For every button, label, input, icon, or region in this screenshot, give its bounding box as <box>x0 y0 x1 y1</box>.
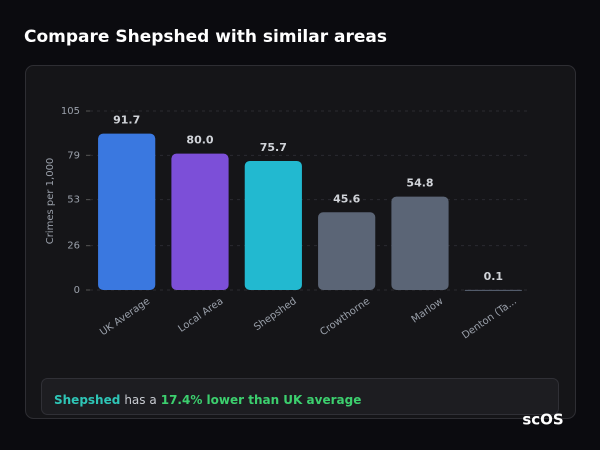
value-label: 91.7 <box>113 114 140 127</box>
value-label: 75.7 <box>260 141 287 154</box>
y-tick-label: 79 <box>67 150 80 161</box>
y-tick-label: 105 <box>61 106 80 117</box>
summary-box <box>41 378 559 415</box>
value-label: 0.1 <box>484 270 504 283</box>
bar <box>318 212 376 290</box>
y-axis-label: Crimes per 1,000 <box>45 158 56 245</box>
summary-highlight: 17.4% lower than UK average <box>161 393 362 407</box>
y-tick-label: 0 <box>74 285 80 296</box>
bar <box>464 289 522 291</box>
bar <box>244 160 302 290</box>
page-title: Compare Shepshed with similar areas <box>24 27 387 47</box>
value-label: 45.6 <box>333 192 360 205</box>
value-label: 80.0 <box>186 134 213 147</box>
value-label: 54.8 <box>406 177 433 190</box>
y-tick-label: 53 <box>67 195 80 206</box>
summary-place: Shepshed <box>54 393 120 407</box>
bar <box>391 196 449 290</box>
summary-text: has a <box>124 393 156 407</box>
y-tick-label: 26 <box>67 241 80 252</box>
summary: Shepshed has a 17.4% lower than UK average <box>54 393 361 407</box>
logo: scOS <box>522 411 563 429</box>
bar <box>98 133 156 290</box>
bar <box>171 153 229 290</box>
